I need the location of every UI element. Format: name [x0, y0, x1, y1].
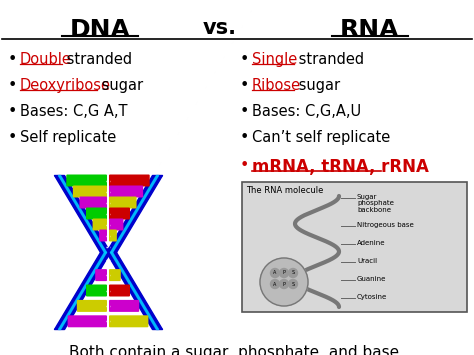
Text: S: S [292, 282, 294, 286]
Text: Single: Single [252, 52, 297, 67]
Text: Both contain a sugar, phosphate, and base.: Both contain a sugar, phosphate, and bas… [70, 345, 404, 355]
FancyBboxPatch shape [109, 186, 143, 197]
FancyBboxPatch shape [109, 175, 150, 186]
Text: Guanine: Guanine [357, 276, 386, 282]
Text: •: • [8, 78, 18, 93]
Text: sugar: sugar [97, 78, 144, 93]
Text: P: P [283, 271, 285, 275]
Text: Can’t self replicate: Can’t self replicate [252, 130, 390, 145]
Text: Deoxyribose: Deoxyribose [20, 78, 111, 93]
FancyBboxPatch shape [66, 175, 107, 186]
FancyBboxPatch shape [92, 218, 107, 230]
Text: S: S [292, 271, 294, 275]
Circle shape [289, 279, 298, 289]
FancyBboxPatch shape [99, 229, 107, 241]
Text: Nitrogeous base: Nitrogeous base [357, 222, 414, 228]
Text: •: • [8, 130, 18, 145]
Text: Bases: C,G A,T: Bases: C,G A,T [20, 104, 128, 119]
FancyBboxPatch shape [109, 269, 121, 281]
Text: •: • [240, 130, 249, 145]
Circle shape [260, 258, 308, 306]
FancyBboxPatch shape [77, 300, 107, 312]
Text: mRNA, tRNA, rRNA: mRNA, tRNA, rRNA [252, 158, 429, 176]
FancyBboxPatch shape [109, 229, 117, 241]
Text: stranded: stranded [294, 52, 365, 67]
Text: Ribose: Ribose [252, 78, 301, 93]
FancyBboxPatch shape [109, 197, 137, 208]
Text: Adenine: Adenine [357, 240, 385, 246]
FancyBboxPatch shape [109, 208, 130, 219]
Text: Self replicate: Self replicate [20, 130, 116, 145]
Circle shape [271, 279, 280, 289]
Text: •: • [8, 52, 18, 67]
Text: A: A [273, 282, 277, 286]
FancyBboxPatch shape [95, 269, 107, 281]
FancyBboxPatch shape [109, 218, 123, 230]
Text: vs.: vs. [203, 18, 237, 38]
FancyBboxPatch shape [86, 208, 107, 219]
Text: DNA: DNA [70, 18, 130, 42]
FancyBboxPatch shape [109, 284, 130, 296]
Text: •: • [240, 104, 249, 119]
Text: •: • [8, 104, 18, 119]
FancyBboxPatch shape [68, 315, 107, 327]
Text: A: A [273, 271, 277, 275]
Text: •: • [240, 78, 249, 93]
Text: sugar: sugar [294, 78, 340, 93]
Circle shape [271, 268, 280, 278]
FancyBboxPatch shape [109, 315, 148, 327]
FancyBboxPatch shape [73, 186, 107, 197]
Circle shape [289, 268, 298, 278]
Text: P: P [283, 282, 285, 286]
FancyBboxPatch shape [86, 284, 107, 296]
Text: Bases: C,G,A,U: Bases: C,G,A,U [252, 104, 361, 119]
Text: stranded: stranded [62, 52, 132, 67]
Text: Double: Double [20, 52, 72, 67]
Text: RNA: RNA [340, 18, 400, 42]
Text: •: • [240, 52, 249, 67]
FancyBboxPatch shape [242, 182, 467, 312]
Circle shape [280, 268, 289, 278]
Text: Sugar
phosphate
backbone: Sugar phosphate backbone [357, 194, 394, 213]
Text: •: • [240, 158, 249, 173]
Text: The RNA molecule: The RNA molecule [246, 186, 323, 195]
Text: Cytosine: Cytosine [357, 294, 387, 300]
FancyBboxPatch shape [80, 197, 107, 208]
FancyBboxPatch shape [109, 300, 139, 312]
Circle shape [280, 279, 289, 289]
Text: Uracil: Uracil [357, 258, 377, 264]
